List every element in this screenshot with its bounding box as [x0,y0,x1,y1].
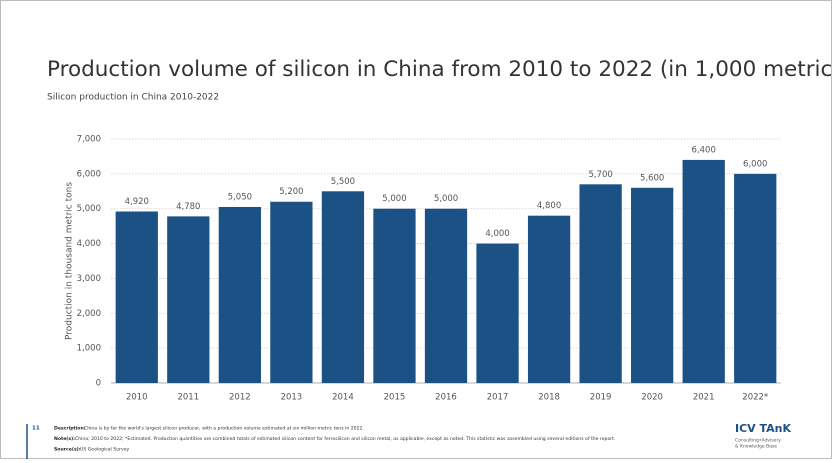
value-label: 4,800 [537,201,561,211]
value-label: 5,200 [279,187,303,197]
value-label: 5,000 [382,194,406,204]
bar [218,206,261,383]
x-tick-label: 2022* [742,393,768,403]
y-axis-label: Production in thousand metric tons [65,182,75,340]
chart-title: Production volume of silicon in China fr… [47,57,832,82]
x-tick-label: 2013 [281,393,303,403]
y-tick-label: 1,000 [77,344,101,354]
bar [424,208,468,383]
value-label: 4,000 [485,229,509,239]
bar [115,211,158,383]
source: US Geological Survey [80,447,130,453]
x-tick-label: 2021 [693,393,715,403]
bar [167,216,210,383]
note-label: Note(s): [54,436,75,442]
x-tick-label: 2010 [126,393,148,403]
chart-subtitle: Silicon production in China 2010-2022 [47,93,219,103]
value-label: 5,000 [434,194,458,204]
description-label: Description: [54,426,86,432]
value-label: 4,920 [125,197,149,207]
bar [682,159,725,383]
value-label: 5,600 [640,173,664,183]
value-label: 6,400 [692,145,716,155]
bar [527,215,571,383]
bar [734,173,777,383]
bar [631,187,674,383]
x-tick-label: 2018 [538,393,560,403]
y-tick-label: 7,000 [77,135,101,145]
source-label: Source(s): [54,447,81,453]
value-label: 4,780 [176,202,200,212]
x-tick-label: 2019 [590,393,612,403]
y-tick-label: 3,000 [77,274,101,284]
value-label: 5,050 [228,192,252,202]
page-number: 11 [32,426,40,432]
bar [476,243,519,383]
y-tick-label: 6,000 [77,169,101,179]
note: China; 2010 to 2022; *Estimated. Product… [75,436,615,442]
logo-line: & Knowledge Base [735,444,777,450]
x-tick-label: 2017 [487,393,509,403]
x-tick-label: 2015 [384,393,406,403]
y-tick-label: 2,000 [77,309,101,319]
x-tick-label: 2014 [332,393,354,403]
bar [270,201,313,383]
logo-name: ICV TAnK [735,422,792,435]
x-tick-label: 2011 [177,393,199,403]
logo-line: Consulting•Advisory [735,438,781,444]
value-label: 5,500 [331,177,355,187]
y-tick-label: 0 [96,379,101,389]
bar [579,184,622,383]
description: China is by far the world's largest sili… [84,426,364,432]
x-tick-label: 2016 [435,393,457,403]
x-tick-label: 2020 [641,393,663,403]
bar [321,191,365,383]
value-label: 6,000 [743,159,767,169]
bar [373,208,416,383]
x-tick-label: 2012 [229,393,251,403]
y-tick-label: 4,000 [77,239,101,249]
y-tick-label: 5,000 [77,204,101,214]
value-label: 5,700 [588,170,612,180]
